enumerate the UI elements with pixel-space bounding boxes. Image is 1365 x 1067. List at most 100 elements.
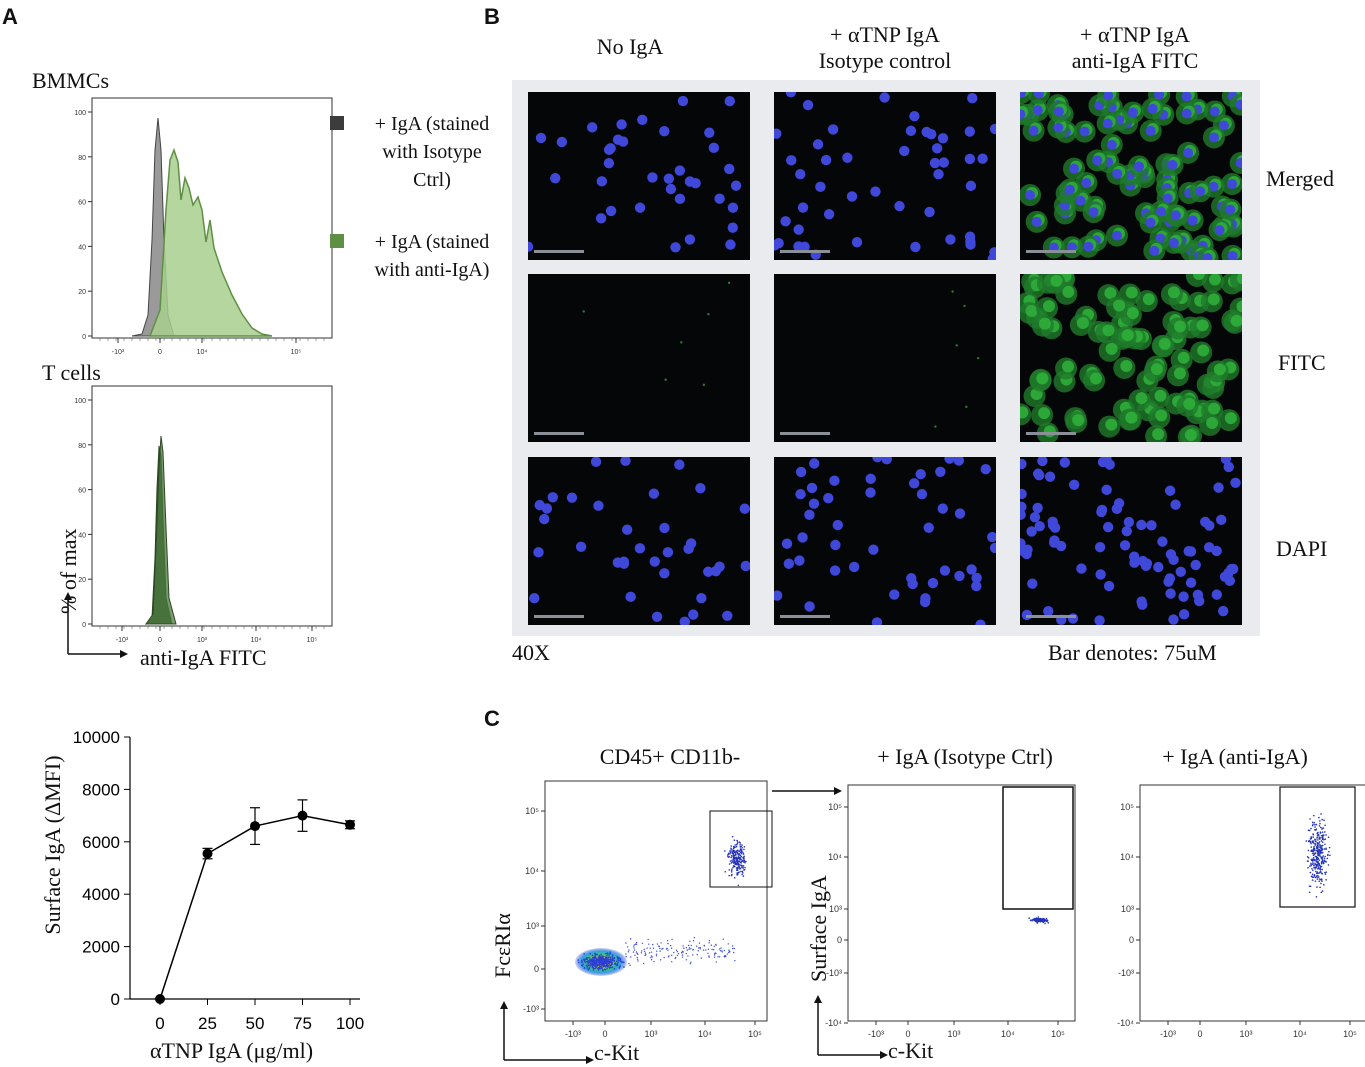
facs-event [1309, 841, 1312, 844]
col-header-anti-iga: + αTNP IgA anti-IgA FITC [1071, 22, 1199, 73]
facs-event [1322, 834, 1325, 837]
merged-nucleus [1133, 161, 1144, 172]
facs-event [603, 968, 606, 971]
facs-event [1305, 840, 1308, 842]
dapi-nucleus [1047, 519, 1059, 531]
fitc-speck [934, 425, 937, 428]
facs-event [583, 960, 586, 963]
merged-nucleus [1067, 242, 1078, 253]
merged-nucleus [1145, 217, 1156, 228]
fitc-granule [1206, 416, 1219, 429]
facs-event [1324, 843, 1326, 846]
dapi-nucleus [1136, 519, 1147, 531]
facs-event [1319, 850, 1322, 852]
micrograph-cells [774, 457, 996, 625]
chart-ytick-label: 8000 [82, 780, 120, 799]
facs-event [1319, 820, 1321, 822]
facs-event [641, 950, 643, 952]
dapi-nucleus [842, 152, 853, 163]
facs-event [1312, 864, 1315, 867]
dapi-nucleus [1165, 549, 1177, 560]
dapi-nucleus [1043, 605, 1054, 617]
facs-event [737, 857, 740, 859]
merged-nucleus [1088, 207, 1099, 218]
facs-event [1320, 878, 1323, 880]
merged-nucleus [1235, 99, 1242, 110]
facs-event [585, 958, 588, 960]
fitc-granule [1209, 274, 1222, 286]
dapi-nucleus [868, 544, 879, 555]
facs-event [647, 938, 649, 941]
facs-event [731, 859, 733, 862]
facs-event [628, 949, 630, 951]
facs-event [1321, 880, 1323, 882]
dapi-nucleus [596, 176, 608, 187]
facs-event [737, 865, 740, 867]
facs-event [604, 956, 607, 959]
facs-event [690, 961, 692, 963]
facs-event [708, 940, 711, 942]
facs-event [663, 956, 665, 959]
fitc-granule [1135, 392, 1148, 405]
dapi-nucleus [659, 568, 670, 579]
facs-event [650, 959, 653, 961]
facs-event [630, 956, 632, 958]
facs-event [592, 969, 595, 971]
facs-xtick-label: -10³ [1160, 1029, 1176, 1039]
facs-event [1043, 920, 1045, 922]
facs-event [1315, 866, 1318, 869]
facs-event [742, 853, 745, 855]
merged-nucleus [1102, 118, 1113, 129]
facs-event [1316, 854, 1319, 856]
facs-event [596, 953, 599, 956]
facs-event [741, 873, 743, 876]
merged-nucleus [1069, 163, 1080, 174]
hist-ytick-label: 20 [78, 577, 86, 584]
facs-event [740, 870, 742, 873]
facs-event [655, 953, 658, 955]
facs-xtick-label: 10⁴ [698, 1029, 712, 1039]
hist-xtick-label: 10³ [197, 637, 208, 644]
dapi-nucleus [1102, 521, 1114, 533]
dapi-nucleus [695, 482, 706, 494]
fitc-granule [1076, 316, 1089, 329]
facs-event [1306, 856, 1309, 858]
facs-event [735, 856, 737, 859]
facs-event [1316, 834, 1319, 837]
dapi-nucleus [929, 157, 941, 169]
facs-event [589, 962, 592, 965]
facs-event [690, 947, 692, 950]
facs-event [1047, 922, 1050, 924]
facs-event [1307, 849, 1310, 852]
dapi-nucleus [1095, 569, 1106, 580]
dapi-nucleus [730, 180, 742, 191]
facs-ylabel-1: FcεRIα [490, 913, 515, 978]
facs-event [1317, 831, 1319, 834]
hist-ytick-label: 0 [82, 334, 86, 341]
facs-event [731, 868, 733, 870]
facs-event [616, 962, 619, 965]
facs-event [642, 962, 645, 965]
fitc-granule [1142, 293, 1155, 306]
dapi-nucleus [945, 234, 956, 245]
facs-event [618, 967, 621, 969]
chart-ytick-label: 4000 [82, 885, 120, 904]
facs-event [1312, 869, 1314, 872]
facs-event [1323, 838, 1325, 841]
facs-event [732, 866, 734, 869]
facs-event [1037, 919, 1040, 921]
facs-event [650, 955, 653, 957]
dapi-nucleus [590, 457, 602, 467]
facs-event [591, 959, 594, 962]
facs-event [602, 959, 605, 961]
dapi-nucleus [872, 457, 883, 463]
facs-event [739, 848, 742, 850]
dapi-nucleus [1223, 461, 1234, 473]
facs-event [675, 956, 677, 959]
fitc-granule [1125, 411, 1138, 424]
facs-event [675, 949, 678, 951]
facs-event [731, 835, 734, 838]
chart-ytick-label: 2000 [82, 938, 120, 957]
fitc-granule [1102, 324, 1115, 337]
facs-event [1032, 919, 1035, 921]
